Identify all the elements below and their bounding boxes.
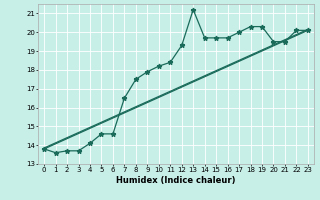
X-axis label: Humidex (Indice chaleur): Humidex (Indice chaleur) (116, 176, 236, 185)
